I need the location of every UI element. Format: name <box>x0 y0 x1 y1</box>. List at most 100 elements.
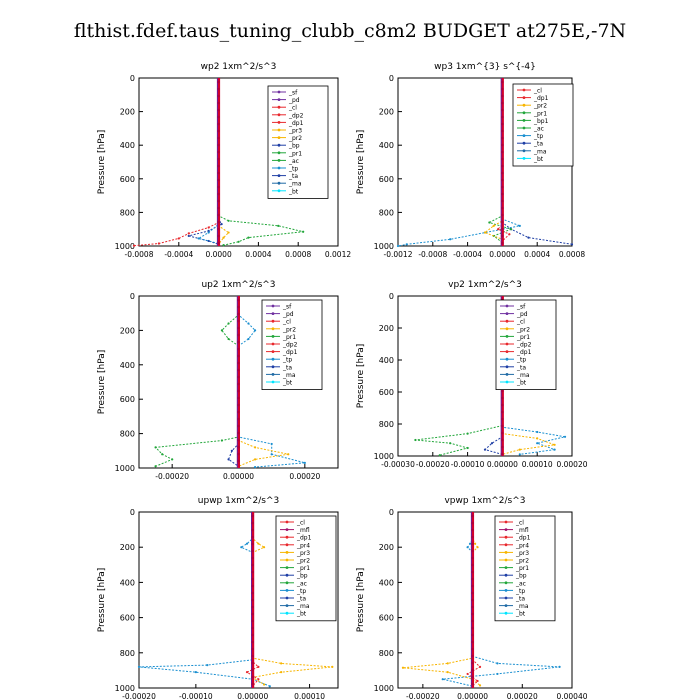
legend-label: _bp <box>515 573 527 580</box>
legend-label: _pr2 <box>282 326 296 333</box>
series-line-bp <box>188 78 223 245</box>
zero-profile-point <box>251 577 255 581</box>
legend-label: _pd <box>516 311 528 318</box>
legend: _sf_pd_cl_pr2_pr1_dp2_dp1_tp_ta_ma_bt <box>261 299 323 390</box>
zero-profile-point <box>501 80 504 84</box>
x-tick-label: -0.0008 <box>125 250 154 259</box>
zero-profile-point <box>501 192 504 196</box>
x-tick-label: -0.00010 <box>179 692 213 700</box>
zero-profile-point <box>501 136 504 140</box>
legend-label: _pr2 <box>296 558 310 565</box>
legend-label: _ta <box>282 364 292 371</box>
zero-profile-point <box>471 661 474 665</box>
legend-marker <box>504 528 508 531</box>
y-tick-label: 200 <box>120 326 135 335</box>
series-point <box>240 546 243 549</box>
legend-marker <box>522 126 526 130</box>
zero-profile-point <box>217 206 220 210</box>
x-tick-label: 0.00000 <box>223 472 254 481</box>
legend-marker <box>522 103 526 107</box>
legend-marker <box>271 373 275 376</box>
x-tick-label: 0.00010 <box>522 460 553 469</box>
zero-profile-point <box>251 584 255 588</box>
legend-marker <box>522 141 526 145</box>
zero-profile-point <box>471 654 474 658</box>
x-tick-label: 0.0000 <box>489 250 515 259</box>
legend-label: _pd <box>282 311 294 318</box>
series-line-pr1 <box>218 78 304 246</box>
zero-profile-point <box>237 298 240 302</box>
panel-title: up2 1xm^2/s^3 <box>201 280 275 290</box>
legend-label: _tp <box>533 133 543 140</box>
legend-label: _sf <box>516 304 526 311</box>
legend-marker <box>277 166 281 170</box>
series-point <box>222 236 225 239</box>
zero-profile-point <box>217 129 220 133</box>
series-point <box>483 448 487 451</box>
series-point <box>154 465 157 468</box>
plot-frame <box>397 295 573 457</box>
series-point <box>518 448 521 451</box>
series-line-dp1 <box>415 296 503 456</box>
series-point <box>220 439 224 442</box>
series-point <box>449 238 452 241</box>
legend-marker <box>277 136 281 140</box>
legend-label: _ta <box>288 173 298 180</box>
zero-profile-point <box>251 682 255 686</box>
panel-title: upwp 1xm^2/s^3 <box>198 496 279 506</box>
legend-label: _bt <box>282 380 293 387</box>
zero-profile-point <box>501 234 504 238</box>
series-point <box>257 665 260 668</box>
y-tick-label: 1000 <box>115 684 135 693</box>
series-point <box>496 672 499 676</box>
series-point <box>527 236 530 239</box>
series-point <box>302 230 305 233</box>
zero-profile-point <box>237 459 240 463</box>
series-point <box>187 232 190 235</box>
series-point <box>154 446 157 449</box>
legend-marker <box>504 573 508 577</box>
legend-label: _pr3 <box>288 128 302 135</box>
legend-label: _cl <box>515 520 524 527</box>
series-point <box>197 237 200 240</box>
zero-profile-point <box>237 347 240 351</box>
legend-marker <box>271 327 275 331</box>
panel-title: wp2 1xm^2/s^3 <box>201 62 277 72</box>
zero-profile-point <box>237 354 240 358</box>
y-tick-label: 400 <box>120 361 135 370</box>
series-point <box>488 221 491 224</box>
series-line-dp1 <box>497 78 511 242</box>
series-point <box>536 430 539 434</box>
y-tick-label: 400 <box>120 578 135 587</box>
legend-label: _ma <box>296 603 310 610</box>
legend-marker <box>271 312 275 315</box>
zero-profile-point <box>217 192 220 196</box>
zero-profile-point <box>217 185 220 189</box>
legend-label: _sf <box>288 90 298 97</box>
zero-profile-point <box>471 626 474 630</box>
zero-profile-point <box>471 514 474 518</box>
x-tick-label: 0.00000 <box>487 460 518 469</box>
legend-marker <box>271 304 275 308</box>
y-tick-label: 800 <box>120 208 135 217</box>
series-point <box>157 242 160 245</box>
y-tick-label: 600 <box>120 614 135 623</box>
series-point <box>476 679 479 683</box>
zero-profile-point <box>251 675 255 679</box>
zero-profile-point <box>251 647 255 651</box>
legend-marker <box>271 350 275 353</box>
zero-profile-point <box>471 521 474 525</box>
series-point <box>536 442 539 445</box>
y-tick-label: 600 <box>379 388 394 397</box>
series-point <box>510 228 513 231</box>
series-point <box>220 223 223 226</box>
zero-profile-point <box>251 556 255 560</box>
legend-label: _pr2 <box>516 326 530 333</box>
legend-label: _dp1 <box>288 120 304 127</box>
series-point <box>449 442 452 445</box>
legend-label: _ac <box>533 126 544 133</box>
series-point <box>466 672 469 676</box>
x-tick-label: 0.0000 <box>205 250 231 259</box>
zero-profile-point <box>251 521 255 525</box>
legend-marker <box>285 558 289 562</box>
